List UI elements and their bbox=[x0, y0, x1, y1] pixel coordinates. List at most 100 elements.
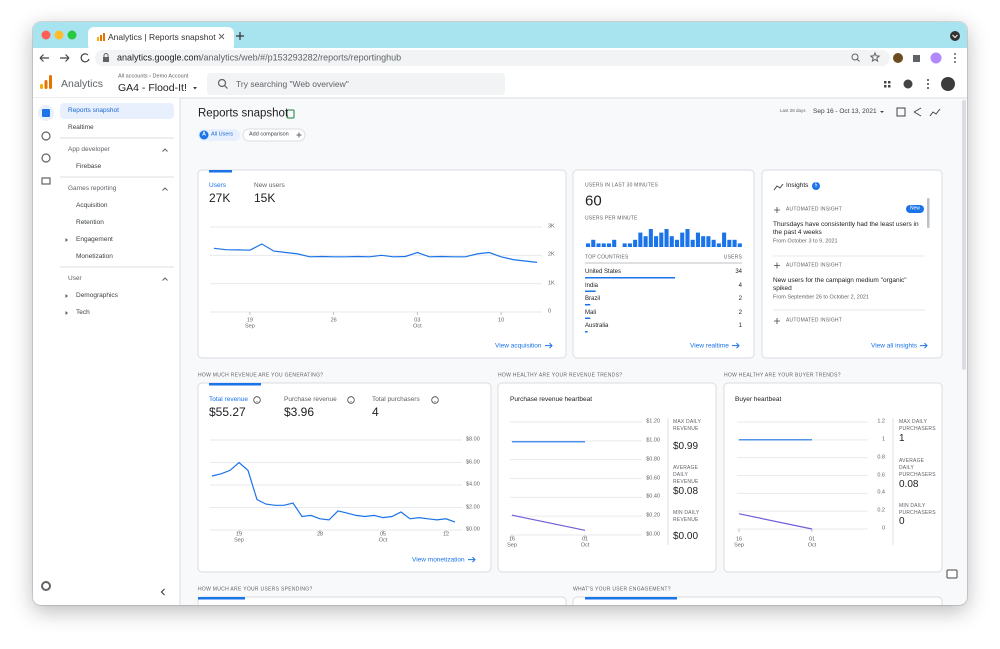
minimize-button[interactable] bbox=[54, 30, 64, 40]
tab[interactable] bbox=[88, 27, 234, 51]
x-tick-label: Sep bbox=[507, 542, 517, 549]
stat-value: 0.08 bbox=[899, 479, 919, 490]
share-button[interactable] bbox=[913, 107, 922, 117]
nav-section[interactable]: Games reporting bbox=[68, 184, 117, 192]
nav-item[interactable]: Firebase bbox=[76, 162, 102, 170]
nav-item[interactable]: Tech bbox=[76, 308, 90, 316]
analytics-logo bbox=[40, 75, 52, 89]
x-tick-label: Oct bbox=[413, 323, 422, 330]
add-comparison-chip[interactable] bbox=[242, 128, 306, 142]
collapse-nav[interactable] bbox=[160, 588, 165, 596]
heartbeat-title: Purchase revenue heartbeat bbox=[510, 395, 593, 403]
card-link[interactable]: View all insights bbox=[871, 342, 929, 350]
address-bar[interactable] bbox=[95, 50, 890, 66]
insights-button[interactable] bbox=[929, 108, 941, 117]
bar bbox=[695, 232, 700, 247]
extensions-button[interactable] bbox=[913, 55, 920, 62]
metric-label[interactable]: Users bbox=[209, 181, 226, 189]
date-caret[interactable] bbox=[880, 111, 884, 113]
date-range[interactable]: Sep 16 - Oct 13, 2021 bbox=[813, 107, 877, 115]
bar bbox=[727, 239, 732, 247]
stat-label: MIN DAILY PURCHASERS bbox=[899, 503, 936, 516]
advertising-icon[interactable] bbox=[41, 153, 51, 163]
metric-label[interactable]: Total purchasers bbox=[372, 395, 420, 403]
y-tick-label: $0.40 bbox=[646, 493, 660, 500]
nav-item[interactable]: Realtime bbox=[68, 123, 94, 131]
insight-text[interactable]: Thursdays have consistently had the leas… bbox=[773, 221, 919, 236]
browser-menu[interactable] bbox=[954, 53, 956, 63]
y-tick-label: $4.00 bbox=[466, 481, 480, 488]
close-button[interactable] bbox=[41, 30, 51, 40]
x-tick-label: 01 bbox=[808, 536, 816, 543]
profile-menu[interactable] bbox=[950, 31, 960, 41]
nav-item[interactable]: Monetization bbox=[76, 252, 113, 260]
bar bbox=[591, 239, 596, 247]
x-tick-label: 12 bbox=[442, 531, 450, 538]
user-avatar[interactable] bbox=[941, 77, 955, 91]
insights-icon bbox=[773, 183, 784, 191]
insight-date: From October 3 to 9, 2021 bbox=[773, 238, 838, 245]
nav-item[interactable]: Engagement bbox=[76, 235, 113, 243]
card-link[interactable]: View realtime bbox=[690, 342, 741, 350]
metric-label[interactable]: Total revenue bbox=[209, 395, 249, 403]
card-link[interactable]: View monetization bbox=[412, 556, 477, 564]
insights-scrollbar[interactable] bbox=[927, 198, 930, 228]
nav-item[interactable]: Acquisition bbox=[76, 201, 108, 209]
metric-value: 15K bbox=[254, 191, 276, 205]
help-button[interactable] bbox=[903, 79, 913, 89]
metric-label[interactable]: New users bbox=[254, 181, 285, 189]
segment-chip[interactable] bbox=[198, 129, 240, 141]
forward-button[interactable] bbox=[60, 54, 70, 62]
new-tab[interactable] bbox=[236, 32, 244, 40]
tab-close[interactable] bbox=[218, 33, 225, 40]
insights-count-badge bbox=[812, 182, 820, 190]
feedback-button[interactable] bbox=[946, 569, 958, 579]
account-name[interactable]: GA4 - Flood-It! bbox=[118, 81, 187, 94]
card-link[interactable]: View acquisition bbox=[495, 342, 554, 350]
configure-icon[interactable] bbox=[41, 177, 51, 185]
extension-icon[interactable] bbox=[893, 53, 903, 63]
insight-text[interactable]: New users for the campaign medium "organ… bbox=[773, 276, 907, 292]
add-comparison[interactable]: Add comparison bbox=[249, 131, 289, 138]
nav-item[interactable]: Demographics bbox=[76, 291, 118, 299]
metric-value: $3.96 bbox=[284, 405, 315, 419]
bookmark-star[interactable] bbox=[869, 51, 881, 63]
x-tick-label: 03 bbox=[414, 317, 421, 324]
segment-name[interactable]: All Users bbox=[211, 131, 234, 138]
admin-icon[interactable] bbox=[41, 581, 51, 591]
nav-section[interactable]: App developer bbox=[68, 145, 110, 153]
nav-item[interactable]: Reports snapshot bbox=[68, 106, 119, 114]
section-label: HOW MUCH ARE YOUR USERS SPENDING? bbox=[198, 586, 313, 593]
metric-value: $55.27 bbox=[209, 405, 246, 419]
x-tick-label: Oct bbox=[378, 537, 388, 544]
zoom-icon[interactable] bbox=[851, 53, 860, 62]
country-bar bbox=[585, 331, 588, 333]
zoom-button[interactable] bbox=[67, 30, 77, 40]
series-line bbox=[213, 243, 538, 263]
nav-section[interactable]: User bbox=[68, 274, 82, 282]
insight-sparkle bbox=[774, 207, 780, 213]
country-bar bbox=[585, 277, 675, 279]
scrollbar[interactable] bbox=[962, 100, 966, 370]
breadcrumb[interactable]: All accounts › Demo Account bbox=[118, 73, 189, 80]
metric-value: 4 bbox=[372, 405, 379, 419]
back-button[interactable] bbox=[39, 54, 49, 62]
help-icon bbox=[253, 396, 261, 404]
nav-item[interactable]: Retention bbox=[76, 218, 104, 226]
browser-avatar[interactable] bbox=[930, 52, 942, 64]
reload-button[interactable] bbox=[80, 53, 90, 63]
country-users: 1 bbox=[738, 323, 742, 329]
search-box[interactable] bbox=[207, 73, 505, 95]
explore-icon[interactable] bbox=[41, 131, 51, 141]
customize-button[interactable] bbox=[896, 107, 906, 117]
bar bbox=[633, 239, 638, 247]
url[interactable]: analytics.google.com/analytics/web/#/p15… bbox=[117, 53, 401, 63]
account-caret[interactable] bbox=[193, 87, 197, 90]
reports-icon[interactable] bbox=[42, 109, 50, 117]
bar bbox=[701, 236, 706, 247]
x-tick-label: Sep bbox=[244, 323, 255, 330]
more-button[interactable] bbox=[927, 79, 929, 89]
apps-button[interactable] bbox=[884, 81, 891, 88]
series-line bbox=[211, 461, 456, 523]
metric-label[interactable]: Purchase revenue bbox=[284, 395, 337, 403]
